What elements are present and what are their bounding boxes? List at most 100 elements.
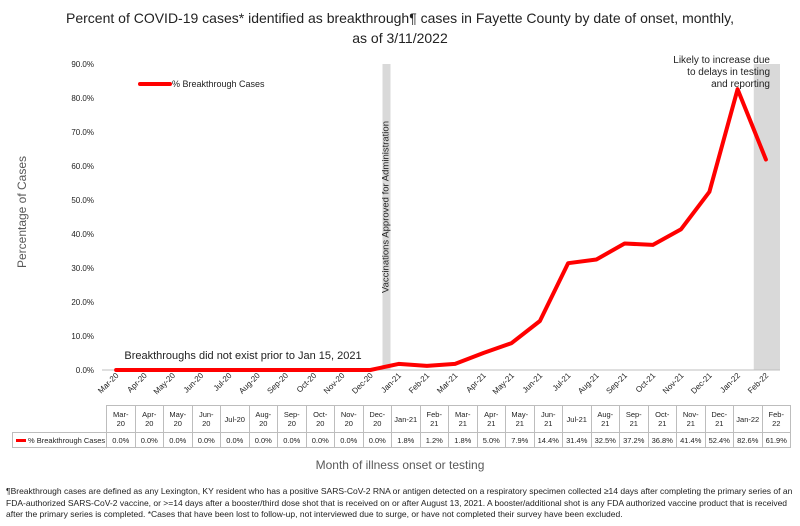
table-value-cell: 7.9% bbox=[505, 432, 535, 448]
x-tick-label: Oct-21 bbox=[634, 371, 658, 395]
table-header-cell: May- 21 bbox=[505, 405, 535, 433]
table-header-cell: Sep- 20 bbox=[277, 405, 307, 433]
y-tick-label: 70.0% bbox=[71, 128, 94, 137]
table-header-cell: Apr- 20 bbox=[134, 405, 164, 433]
x-tick-label: Feb-21 bbox=[407, 371, 432, 396]
x-tick-label: Apr-21 bbox=[464, 371, 488, 395]
x-tick-label: Jun-21 bbox=[521, 371, 545, 395]
table-value-cell: 41.4% bbox=[676, 432, 706, 448]
table-value-cell: 37.2% bbox=[619, 432, 649, 448]
table-value-cell: 1.8% bbox=[448, 432, 478, 448]
x-tick-label: Jun-20 bbox=[182, 371, 206, 395]
likely-increase-line: to delays in testing bbox=[687, 67, 770, 78]
table-header-cell: Apr- 21 bbox=[476, 405, 506, 433]
table-header-cell: Feb- 21 bbox=[419, 405, 449, 433]
table-header-cell: Mar- 20 bbox=[106, 405, 136, 433]
table-value-cell: 0.0% bbox=[163, 432, 193, 448]
x-tick-label: Aug-20 bbox=[237, 371, 262, 396]
table-header-cell: Nov- 21 bbox=[676, 405, 706, 433]
table-row-label: % Breakthrough Cases bbox=[12, 432, 107, 448]
annotations: Vaccinations Approved for Administration… bbox=[124, 55, 770, 362]
table-header-cell: Feb- 22 bbox=[761, 405, 791, 433]
table-value-cell: 0.0% bbox=[362, 432, 392, 448]
x-tick-label: Nov-20 bbox=[322, 371, 347, 396]
table-row-label-text: % Breakthrough Cases bbox=[28, 435, 106, 445]
legend: % Breakthrough Cases bbox=[138, 79, 265, 89]
y-tick-label: 80.0% bbox=[71, 94, 94, 103]
series-line bbox=[114, 87, 768, 372]
table-header-cell: Jan-21 bbox=[391, 405, 421, 433]
table-header-cell: Nov- 20 bbox=[334, 405, 364, 433]
table-value-cell: 32.5% bbox=[590, 432, 620, 448]
table-header-cell: Jan-22 bbox=[733, 405, 763, 433]
data-table: Mar- 20 Apr- 20 May- 20 Jun- 20 Jul-20 Aug- 20 Sep-… bbox=[12, 405, 791, 448]
likely-increase-line: and reporting bbox=[711, 79, 770, 90]
table-header-cell: Aug- 20 bbox=[248, 405, 278, 433]
y-tick-label: 90.0% bbox=[71, 60, 94, 69]
no-breakthrough-annotation: Breakthroughs did not exist prior to Jan… bbox=[124, 350, 361, 362]
likely-increase-band bbox=[753, 64, 780, 370]
x-tick-label: Nov-21 bbox=[661, 371, 686, 396]
table-value-cell: 52.4% bbox=[704, 432, 734, 448]
table-header-row: Mar- 20 Apr- 20 May- 20 Jun- 20 Jul-20 Aug- 20 Sep-… bbox=[13, 405, 791, 433]
table-value-cell: 0.0% bbox=[134, 432, 164, 448]
legend-label: % Breakthrough Cases bbox=[172, 79, 265, 89]
vaccination-band bbox=[382, 64, 391, 370]
legend-swatch bbox=[16, 439, 26, 443]
table-header-cell: Oct- 21 bbox=[647, 405, 677, 433]
table-value-cell: 0.0% bbox=[191, 432, 221, 448]
likely-increase-annotation: Likely to increase due to delays in testi… bbox=[673, 55, 770, 90]
table-header-cell: Jun- 21 bbox=[533, 405, 563, 433]
table-value-cell: 0.0% bbox=[248, 432, 278, 448]
table-header-cell: Dec- 20 bbox=[362, 405, 392, 433]
x-tick-label: Jan-22 bbox=[718, 371, 742, 395]
table-value-cell: 0.0% bbox=[220, 432, 250, 448]
table-value-cell: 0.0% bbox=[277, 432, 307, 448]
series-breakthrough-line bbox=[114, 87, 768, 372]
y-tick-label: 60.0% bbox=[71, 162, 94, 171]
table-value-cell: 0.0% bbox=[106, 432, 136, 448]
table-value-cell: 61.9% bbox=[761, 432, 791, 448]
x-tick-label: Feb-22 bbox=[746, 371, 771, 396]
table-header-cell: Aug- 21 bbox=[590, 405, 620, 433]
table-value-cell: 14.4% bbox=[533, 432, 563, 448]
x-tick-label: Oct-20 bbox=[295, 371, 319, 395]
table-corner bbox=[13, 406, 107, 433]
vaccination-annotation: Vaccinations Approved for Administration bbox=[381, 121, 392, 293]
table-value-cell: 31.4% bbox=[562, 432, 592, 448]
y-tick-label: 40.0% bbox=[71, 230, 94, 239]
footnote: ¶Breakthrough cases are defined as any L… bbox=[6, 486, 793, 519]
y-tick-label: 0.0% bbox=[76, 366, 94, 375]
x-tick-label: Dec-20 bbox=[350, 371, 375, 396]
table-value-cell: 36.8% bbox=[647, 432, 677, 448]
x-tick-label: Sep-20 bbox=[265, 371, 290, 396]
table-value-cell: 0.0% bbox=[334, 432, 364, 448]
y-tick-label: 30.0% bbox=[71, 264, 94, 273]
x-tick-label: Mar-21 bbox=[435, 371, 460, 396]
table-value-cell: 1.8% bbox=[391, 432, 421, 448]
x-tick-label: May-21 bbox=[491, 371, 517, 397]
x-axis-title: Month of illness onset or testing bbox=[315, 458, 485, 472]
table-value-cell: 82.6% bbox=[733, 432, 763, 448]
table-value-row: % Breakthrough Cases 0.0% 0.0% 0.0% 0.0% 0.0%… bbox=[12, 432, 791, 448]
chart-title: Percent of COVID-19 cases* identified as… bbox=[66, 10, 734, 46]
table-header-cell: Dec- 21 bbox=[704, 405, 734, 433]
table-header-cell: Oct- 20 bbox=[305, 405, 335, 433]
table-header-cell: Jun- 20 bbox=[191, 405, 221, 433]
x-tick-label: Aug-21 bbox=[576, 371, 601, 396]
y-tick-label: 10.0% bbox=[71, 332, 94, 341]
table-header-cell: Sep- 21 bbox=[619, 405, 649, 433]
x-tick-label: Mar-20 bbox=[96, 371, 121, 396]
shaded-regions bbox=[382, 64, 780, 370]
table-value-cell: 5.0% bbox=[476, 432, 506, 448]
y-axis-title: Percentage of Cases bbox=[15, 156, 29, 268]
x-tick-label: Dec-21 bbox=[689, 371, 714, 396]
x-tick-label: Sep-21 bbox=[604, 371, 629, 396]
x-tick-label: Apr-20 bbox=[125, 371, 149, 395]
likely-increase-line: Likely to increase due bbox=[673, 55, 770, 66]
y-tick-label: 20.0% bbox=[71, 298, 94, 307]
table-header-cell: Mar- 21 bbox=[448, 405, 478, 433]
table-header-cell: Jul-20 bbox=[220, 405, 250, 433]
chart-area: 0.0% 10.0% 20.0% 30.0% 40.0% 50.0% 60.0% 70.0% 8… bbox=[15, 55, 780, 397]
table-header-cell: Jul-21 bbox=[562, 405, 592, 433]
